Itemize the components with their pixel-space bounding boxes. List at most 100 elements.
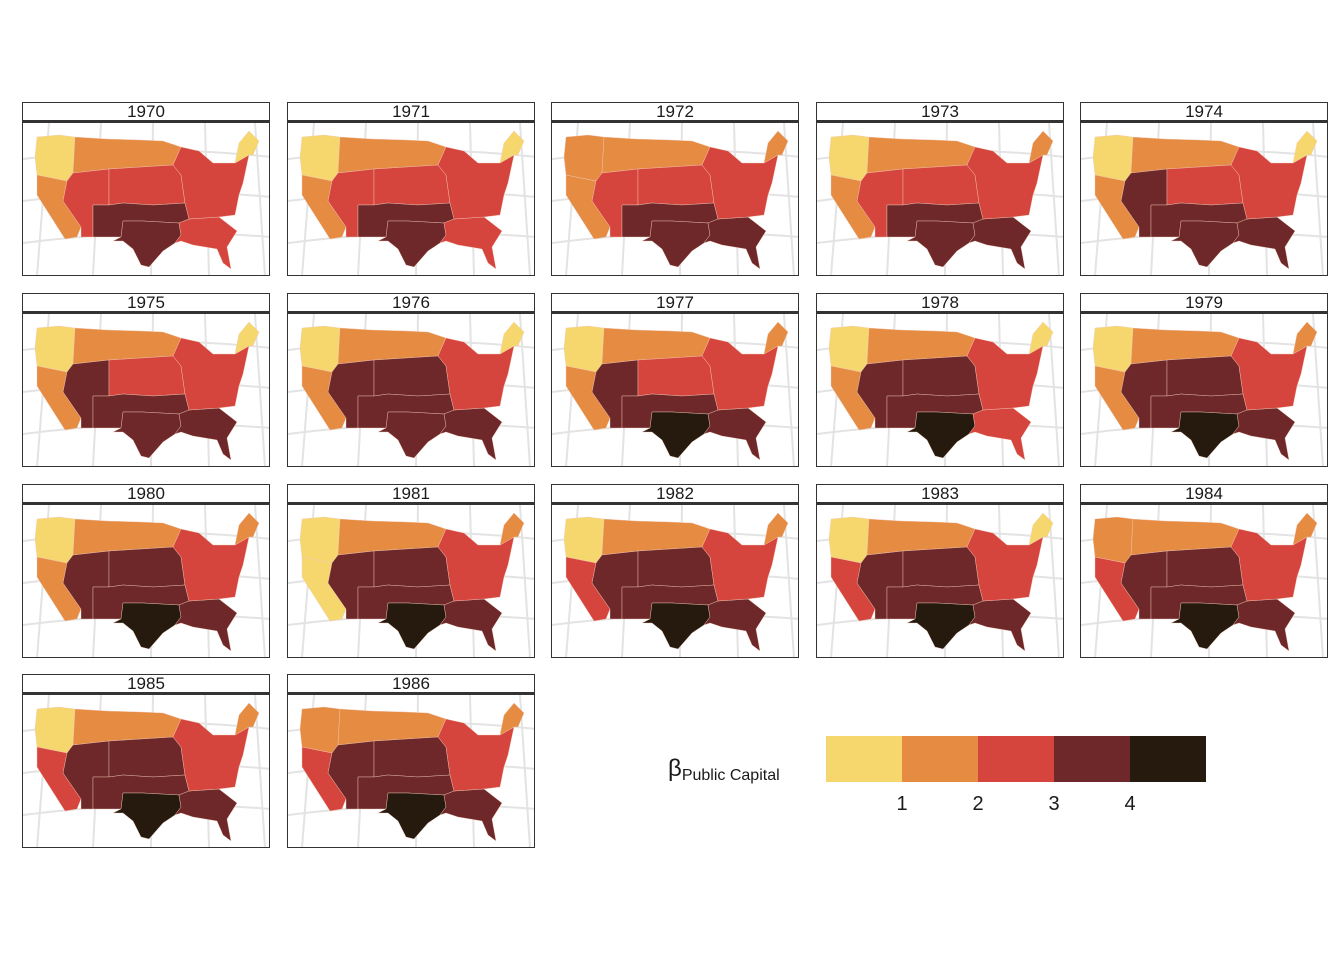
region-texas [906, 220, 976, 268]
region-pacific-nw [563, 134, 605, 182]
region-central [108, 355, 186, 397]
choropleth-map [23, 695, 269, 847]
region-deep-south [439, 788, 503, 842]
region-central [902, 546, 980, 588]
region-pacific-nw [828, 134, 870, 182]
legend-swatch-2 [902, 736, 978, 782]
region-texas [1170, 602, 1240, 650]
graticule-line [519, 314, 531, 466]
map-panel-1974: 1974 [1080, 102, 1328, 276]
region-deep-south [174, 598, 238, 652]
region-central [637, 546, 715, 588]
region-pacific-nw [299, 325, 341, 373]
region-new-england [499, 321, 525, 355]
region-deep-south [968, 407, 1032, 461]
map-area [22, 695, 270, 848]
graticule-line [1312, 123, 1324, 275]
region-central [1166, 164, 1244, 206]
region-texas [112, 220, 182, 268]
panel-year-label: 1983 [816, 484, 1064, 503]
map-area [287, 695, 535, 848]
panel-year-label: 1971 [287, 102, 535, 121]
region-new-england [763, 321, 789, 355]
region-deep-south [439, 407, 503, 461]
choropleth-map [552, 123, 798, 275]
panel-year-label: 1980 [22, 484, 270, 503]
region-central [108, 736, 186, 778]
graticule-line [519, 123, 531, 275]
map-panel-1984: 1984 [1080, 484, 1328, 658]
region-pacific-nw [1092, 325, 1134, 373]
region-pacific-nw [34, 325, 76, 373]
choropleth-map [1081, 505, 1327, 657]
panel-year-label: 1972 [551, 102, 799, 121]
map-panel-1970: 1970 [22, 102, 270, 276]
panel-year-label: 1975 [22, 293, 270, 312]
region-new-england [763, 512, 789, 546]
choropleth-map [23, 123, 269, 275]
region-pacific-nw [828, 325, 870, 373]
graticule-line [519, 505, 531, 657]
choropleth-map [817, 505, 1063, 657]
choropleth-map [552, 505, 798, 657]
panel-year-label: 1978 [816, 293, 1064, 312]
region-new-england [1292, 130, 1318, 164]
map-panel-1982: 1982 [551, 484, 799, 658]
region-pacific-nw [34, 706, 76, 754]
strip-divider [287, 502, 535, 505]
map-area [551, 505, 799, 658]
region-texas [641, 602, 711, 650]
region-new-england [763, 130, 789, 164]
region-midwest-east [172, 718, 250, 792]
region-deep-south [1232, 598, 1296, 652]
region-new-england [1028, 321, 1054, 355]
region-pacific-nw [828, 516, 870, 564]
legend-swatch-3 [978, 736, 1054, 782]
region-central [373, 164, 451, 206]
region-pacific-nw [299, 134, 341, 182]
region-midwest-east [701, 337, 779, 411]
region-midwest-east [1230, 337, 1308, 411]
graticule-line [783, 505, 795, 657]
region-deep-south [439, 216, 503, 270]
legend-swatch-5 [1130, 736, 1206, 782]
map-area [816, 314, 1064, 467]
region-new-england [1292, 321, 1318, 355]
graticule-line [783, 314, 795, 466]
region-central [1166, 546, 1244, 588]
strip-divider [816, 311, 1064, 314]
region-texas [641, 220, 711, 268]
strip-divider [816, 120, 1064, 123]
region-deep-south [968, 598, 1032, 652]
strip-divider [22, 692, 270, 695]
graticule-line [1312, 505, 1324, 657]
panel-year-label: 1970 [22, 102, 270, 121]
graticule-line [519, 695, 531, 847]
panel-year-label: 1981 [287, 484, 535, 503]
map-panel-1981: 1981 [287, 484, 535, 658]
region-central [373, 355, 451, 397]
strip-divider [22, 502, 270, 505]
graticule-line [254, 123, 266, 275]
region-texas [112, 792, 182, 840]
region-deep-south [1232, 407, 1296, 461]
region-central [373, 736, 451, 778]
region-midwest-east [701, 528, 779, 602]
strip-divider [22, 120, 270, 123]
strip-divider [287, 311, 535, 314]
region-new-england [1292, 512, 1318, 546]
region-central [637, 164, 715, 206]
region-midwest-east [966, 146, 1044, 220]
region-midwest-east [437, 718, 515, 792]
region-midwest-east [1230, 146, 1308, 220]
map-area [287, 123, 535, 276]
strip-divider [287, 692, 535, 695]
region-deep-south [703, 216, 767, 270]
panel-year-label: 1984 [1080, 484, 1328, 503]
region-midwest-east [966, 337, 1044, 411]
region-texas [112, 411, 182, 459]
region-midwest-east [437, 528, 515, 602]
map-panel-1977: 1977 [551, 293, 799, 467]
graticule-line [254, 314, 266, 466]
map-area [816, 123, 1064, 276]
